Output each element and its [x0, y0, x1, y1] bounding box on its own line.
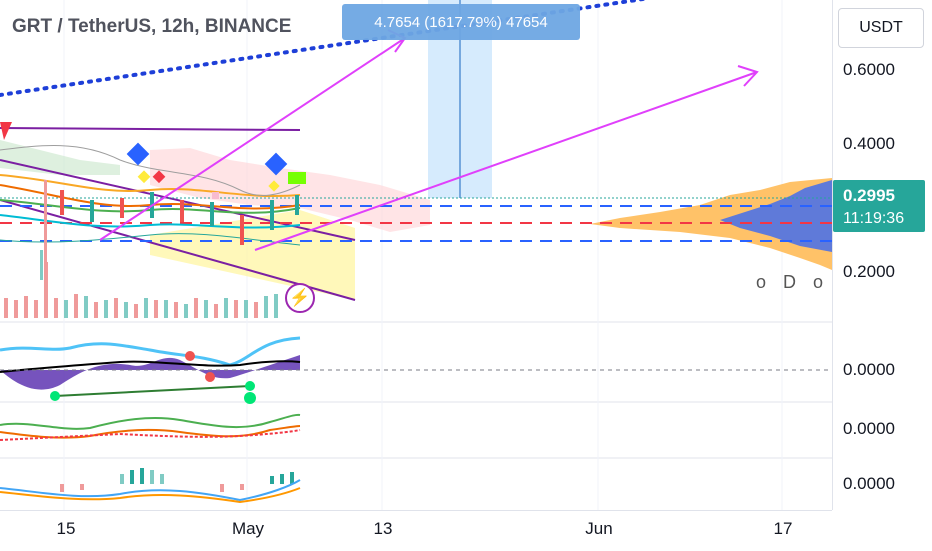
time-axis-label: 17	[773, 519, 793, 538]
channel-top-line[interactable]	[0, 127, 301, 131]
signal-marker	[137, 170, 151, 184]
time-axis-label: 15	[56, 519, 76, 538]
oscillator-pane	[0, 336, 832, 404]
chart-title: GRT / TetherUS, 12h, BINANCE	[12, 16, 292, 37]
measure-label: 4.7654 (1617.79%) 47654	[342, 4, 580, 40]
odo-indicator-text: o D o	[756, 272, 830, 292]
bar-countdown: 11:19:36	[843, 210, 905, 227]
time-axis-label: May	[231, 519, 265, 538]
price-axis[interactable]	[832, 0, 932, 510]
oscillator-pane	[0, 413, 301, 441]
signal-marker	[152, 170, 166, 184]
volume-bars	[64, 294, 278, 318]
time-axis-label: Jun	[585, 519, 613, 538]
signal-marker	[288, 172, 306, 184]
time-axis[interactable]	[0, 510, 832, 551]
price-axis-label: 0.2000	[843, 262, 895, 281]
current-price-tag: 0.2995 11:19:36	[833, 180, 925, 232]
indicator-axis-label: 0.0000	[843, 360, 895, 379]
signal-marker	[268, 180, 280, 192]
signal-marker	[212, 192, 219, 199]
time-axis-label: 13	[373, 519, 393, 538]
price-axis-label: 0.6000	[843, 60, 895, 79]
price-axis-label: 0.4000	[843, 134, 895, 153]
currency-button[interactable]: USDT	[838, 8, 924, 48]
volume-bars	[4, 262, 258, 318]
chart-canvas[interactable]	[0, 0, 832, 510]
indicator-axis-label: 0.0000	[843, 474, 895, 493]
channel-mid-line[interactable]	[0, 159, 356, 241]
histogram-pane	[0, 468, 301, 504]
dotted-trend-line[interactable]	[0, 0, 690, 97]
current-price-value: 0.2995	[843, 186, 895, 205]
lightning-icon[interactable]: ⚡	[285, 283, 315, 313]
indicator-axis-label: 0.0000	[843, 419, 895, 438]
signal-marker	[126, 142, 150, 166]
sell-marker	[0, 122, 12, 140]
